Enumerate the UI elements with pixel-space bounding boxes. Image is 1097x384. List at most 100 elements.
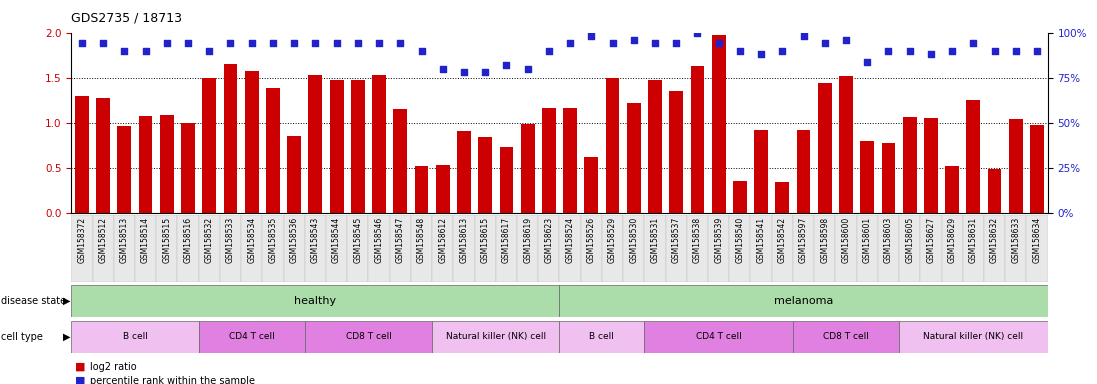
Bar <box>900 215 920 282</box>
Bar <box>882 143 895 213</box>
Bar <box>330 81 343 213</box>
Bar <box>559 285 1048 317</box>
Point <box>242 40 260 46</box>
Bar <box>559 215 580 282</box>
Bar <box>563 108 577 213</box>
Bar <box>1030 125 1044 213</box>
Bar <box>644 215 666 282</box>
Text: ▶: ▶ <box>63 332 70 342</box>
Point <box>603 40 621 46</box>
Bar <box>326 215 348 282</box>
Bar <box>394 109 407 213</box>
Text: GSM158372: GSM158372 <box>78 217 87 263</box>
Bar <box>499 147 513 213</box>
Text: Natural killer (NK) cell: Natural killer (NK) cell <box>445 332 546 341</box>
Bar <box>241 215 262 282</box>
Bar <box>963 215 984 282</box>
Bar <box>903 118 917 213</box>
Point <box>392 40 409 46</box>
Text: GSM158597: GSM158597 <box>799 217 808 263</box>
Bar <box>178 215 199 282</box>
Bar <box>351 81 364 213</box>
Bar <box>135 215 156 282</box>
Point <box>859 58 877 65</box>
Point <box>689 30 706 36</box>
Bar <box>857 215 878 282</box>
Point <box>201 48 218 54</box>
Bar <box>283 215 305 282</box>
Bar <box>305 321 432 353</box>
Text: GSM158633: GSM158633 <box>1011 217 1020 263</box>
Bar <box>771 215 793 282</box>
Bar <box>941 215 963 282</box>
Text: GSM158600: GSM158600 <box>841 217 850 263</box>
Bar <box>202 78 216 213</box>
Point <box>1007 48 1025 54</box>
Bar <box>626 103 641 213</box>
Text: GSM158532: GSM158532 <box>205 217 214 263</box>
Bar <box>750 215 771 282</box>
Text: B cell: B cell <box>589 332 614 341</box>
Bar <box>1005 215 1027 282</box>
Point <box>349 40 366 46</box>
Text: GSM158545: GSM158545 <box>353 217 362 263</box>
Text: GSM158627: GSM158627 <box>926 217 936 263</box>
Bar <box>117 126 132 213</box>
Text: GSM158538: GSM158538 <box>693 217 702 263</box>
Bar <box>415 166 429 213</box>
Text: GSM158617: GSM158617 <box>502 217 511 263</box>
Point <box>964 40 982 46</box>
Text: CD4 T cell: CD4 T cell <box>229 332 274 341</box>
Bar <box>836 215 857 282</box>
Bar <box>666 215 687 282</box>
Point <box>816 40 834 46</box>
Bar <box>156 215 178 282</box>
Bar <box>793 215 814 282</box>
Bar <box>585 157 598 213</box>
Bar <box>730 215 750 282</box>
Bar <box>1027 215 1048 282</box>
Bar <box>690 66 704 213</box>
Bar <box>267 88 280 213</box>
Point <box>880 48 897 54</box>
Point <box>371 40 388 46</box>
Point <box>519 66 536 72</box>
Text: GSM158634: GSM158634 <box>1032 217 1041 263</box>
Text: GSM158629: GSM158629 <box>948 217 957 263</box>
Bar <box>776 182 789 213</box>
Point <box>986 48 1004 54</box>
Bar <box>606 78 620 213</box>
Bar <box>602 215 623 282</box>
Text: GSM158514: GSM158514 <box>142 217 150 263</box>
Text: GSM158631: GSM158631 <box>969 217 977 263</box>
Text: ■: ■ <box>75 362 86 372</box>
Bar <box>878 215 900 282</box>
Text: GSM158598: GSM158598 <box>821 217 829 263</box>
Text: GSM158535: GSM158535 <box>269 217 278 263</box>
Text: GSM158541: GSM158541 <box>757 217 766 263</box>
Point <box>753 51 770 57</box>
Point <box>73 40 91 46</box>
Point <box>137 48 155 54</box>
Point <box>646 40 664 46</box>
Point <box>794 33 812 39</box>
Bar <box>623 215 644 282</box>
Bar <box>860 141 874 213</box>
Text: GSM158512: GSM158512 <box>99 217 108 263</box>
Bar <box>369 215 389 282</box>
Point <box>158 40 176 46</box>
Point <box>837 37 855 43</box>
Bar <box>71 215 92 282</box>
Bar <box>457 131 471 213</box>
Bar <box>793 321 900 353</box>
Bar <box>224 64 237 213</box>
Bar <box>92 215 114 282</box>
Text: healthy: healthy <box>294 296 337 306</box>
Point <box>179 40 196 46</box>
Bar <box>478 137 493 213</box>
Bar <box>411 215 432 282</box>
Text: GSM158547: GSM158547 <box>396 217 405 263</box>
Bar <box>559 321 644 353</box>
Point <box>667 40 685 46</box>
Text: ▶: ▶ <box>63 296 70 306</box>
